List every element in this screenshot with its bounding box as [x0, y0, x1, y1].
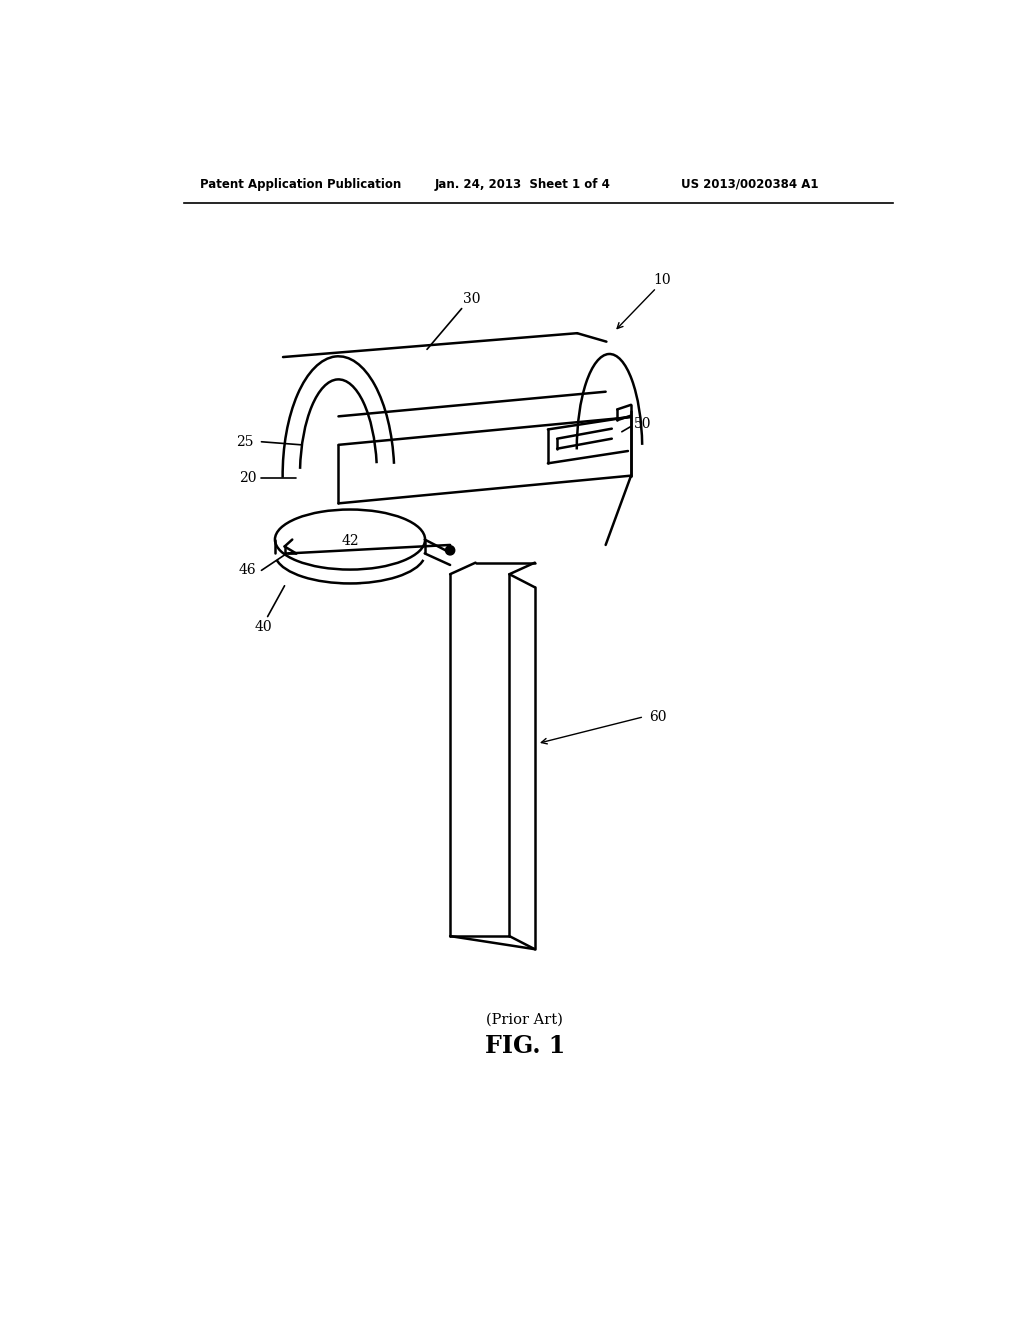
Text: US 2013/0020384 A1: US 2013/0020384 A1 [681, 178, 818, 190]
Text: 30: 30 [463, 292, 480, 306]
Text: 46: 46 [239, 564, 256, 577]
Text: 10: 10 [653, 273, 671, 286]
Text: 20: 20 [239, 471, 256, 484]
Text: 25: 25 [236, 434, 253, 449]
Text: 40: 40 [255, 619, 272, 634]
Text: 60: 60 [649, 710, 667, 723]
Text: 42: 42 [341, 535, 358, 548]
Text: Patent Application Publication: Patent Application Publication [200, 178, 401, 190]
Text: (Prior Art): (Prior Art) [486, 1012, 563, 1027]
Text: Jan. 24, 2013  Sheet 1 of 4: Jan. 24, 2013 Sheet 1 of 4 [435, 178, 610, 190]
Text: FIG. 1: FIG. 1 [484, 1034, 565, 1057]
Circle shape [445, 545, 455, 554]
Text: 50: 50 [634, 417, 651, 432]
